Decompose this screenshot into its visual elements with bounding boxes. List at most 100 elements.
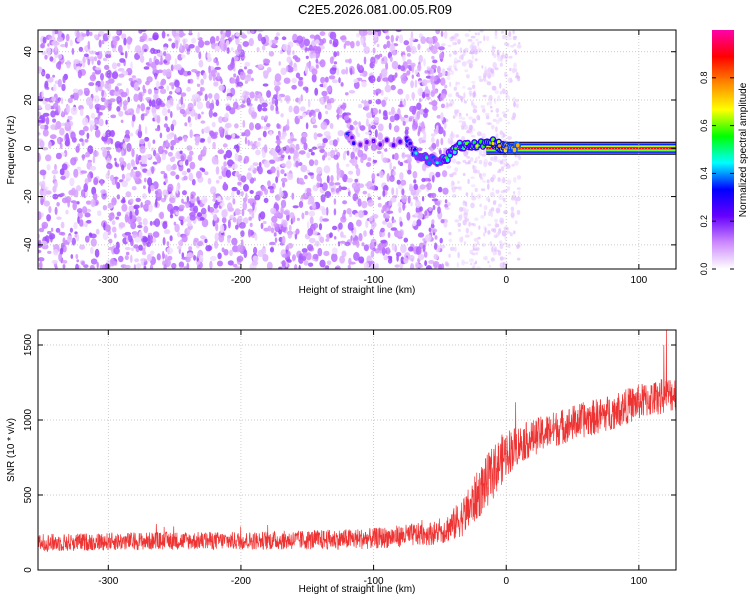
noise-cell <box>397 88 404 95</box>
noise-cell <box>431 219 435 225</box>
noise-cell <box>326 175 330 184</box>
fade-cell <box>455 91 460 97</box>
noise-cell <box>357 103 363 109</box>
noise-cell <box>214 66 221 70</box>
noise-cell <box>179 161 184 166</box>
noise-cell <box>209 36 216 45</box>
noise-cell <box>264 125 268 131</box>
noise-cell <box>271 96 275 105</box>
noise-cell <box>425 80 431 83</box>
noise-cell <box>311 68 318 76</box>
noise-cell <box>236 244 243 253</box>
noise-cell <box>286 118 290 127</box>
fade-cell <box>505 89 509 96</box>
noise-cell <box>163 50 167 57</box>
noise-cell <box>170 171 176 176</box>
noise-cell <box>152 32 159 40</box>
noise-cell <box>274 237 278 243</box>
noise-cell <box>268 159 276 164</box>
noise-cell <box>300 94 303 102</box>
fade-cell <box>459 206 463 212</box>
noise-cell <box>41 90 44 98</box>
noise-cell <box>86 30 90 37</box>
noise-cell <box>47 43 50 47</box>
noise-cell <box>261 102 268 108</box>
noise-cell <box>339 35 347 41</box>
noise-cell <box>301 112 307 118</box>
noise-cell <box>82 206 88 214</box>
noise-cell <box>100 73 104 81</box>
fade-cell <box>468 221 471 227</box>
spectrogram-noise-field <box>38 30 522 269</box>
noise-cell <box>287 173 294 181</box>
fade-cell <box>498 203 502 208</box>
noise-cell <box>38 249 42 254</box>
noise-cell <box>436 65 441 74</box>
noise-cell <box>344 92 349 96</box>
fade-cell <box>497 177 501 182</box>
fade-cell <box>501 34 507 40</box>
noise-cell <box>386 173 390 182</box>
fade-cell <box>506 42 510 47</box>
fade-cell <box>502 261 505 268</box>
noise-cell <box>271 215 278 223</box>
noise-cell <box>333 208 337 216</box>
noise-cell <box>211 156 219 165</box>
fade-cell <box>453 61 459 64</box>
fade-cell <box>457 109 460 114</box>
noise-cell <box>380 68 388 77</box>
noise-cell <box>406 53 411 57</box>
noise-cell <box>135 107 140 114</box>
y-tick-label: -20 <box>23 189 34 204</box>
noise-cell <box>59 127 65 136</box>
fade-cell <box>450 132 456 139</box>
noise-cell <box>231 237 238 246</box>
noise-cell <box>81 140 85 147</box>
fade-cell <box>460 213 463 219</box>
fade-cell <box>466 74 470 79</box>
noise-cell <box>144 126 148 135</box>
noise-cell <box>387 232 391 238</box>
fade-cell <box>475 38 479 42</box>
fade-cell <box>446 165 452 169</box>
noise-cell <box>166 133 173 140</box>
noise-cell <box>389 256 393 261</box>
noise-cell <box>52 74 55 78</box>
noise-cell <box>209 260 213 269</box>
noise-cell <box>163 173 168 179</box>
noise-cell <box>189 129 193 139</box>
noise-cell <box>418 253 425 261</box>
noise-cell <box>114 176 118 186</box>
noise-cell <box>231 34 235 41</box>
noise-cell <box>90 238 97 247</box>
noise-cell <box>169 235 173 242</box>
noise-cell <box>162 250 165 260</box>
noise-cell <box>257 64 264 69</box>
noise-cell <box>116 211 122 217</box>
noise-cell <box>126 36 132 45</box>
fade-cell <box>472 128 476 131</box>
fade-cell <box>502 257 508 260</box>
noise-cell <box>431 175 435 183</box>
noise-cell <box>400 116 405 122</box>
noise-cell <box>317 247 323 257</box>
fade-cell <box>504 158 507 162</box>
noise-cell <box>269 130 273 136</box>
track-core <box>391 143 396 148</box>
noise-cell <box>156 49 161 53</box>
noise-cell <box>127 108 131 114</box>
noise-cell <box>257 33 263 42</box>
noise-cell <box>230 77 236 84</box>
noise-cell <box>338 222 343 230</box>
noise-cell <box>411 74 414 79</box>
noise-cell <box>295 143 300 151</box>
fade-cell <box>486 81 492 86</box>
noise-cell <box>41 180 46 190</box>
noise-cell <box>408 118 413 122</box>
noise-cell <box>211 121 216 128</box>
fade-cell <box>457 229 461 232</box>
noise-cell <box>305 87 309 94</box>
noise-cell <box>128 77 134 82</box>
noise-cell <box>51 259 58 264</box>
noise-cell <box>384 84 392 93</box>
